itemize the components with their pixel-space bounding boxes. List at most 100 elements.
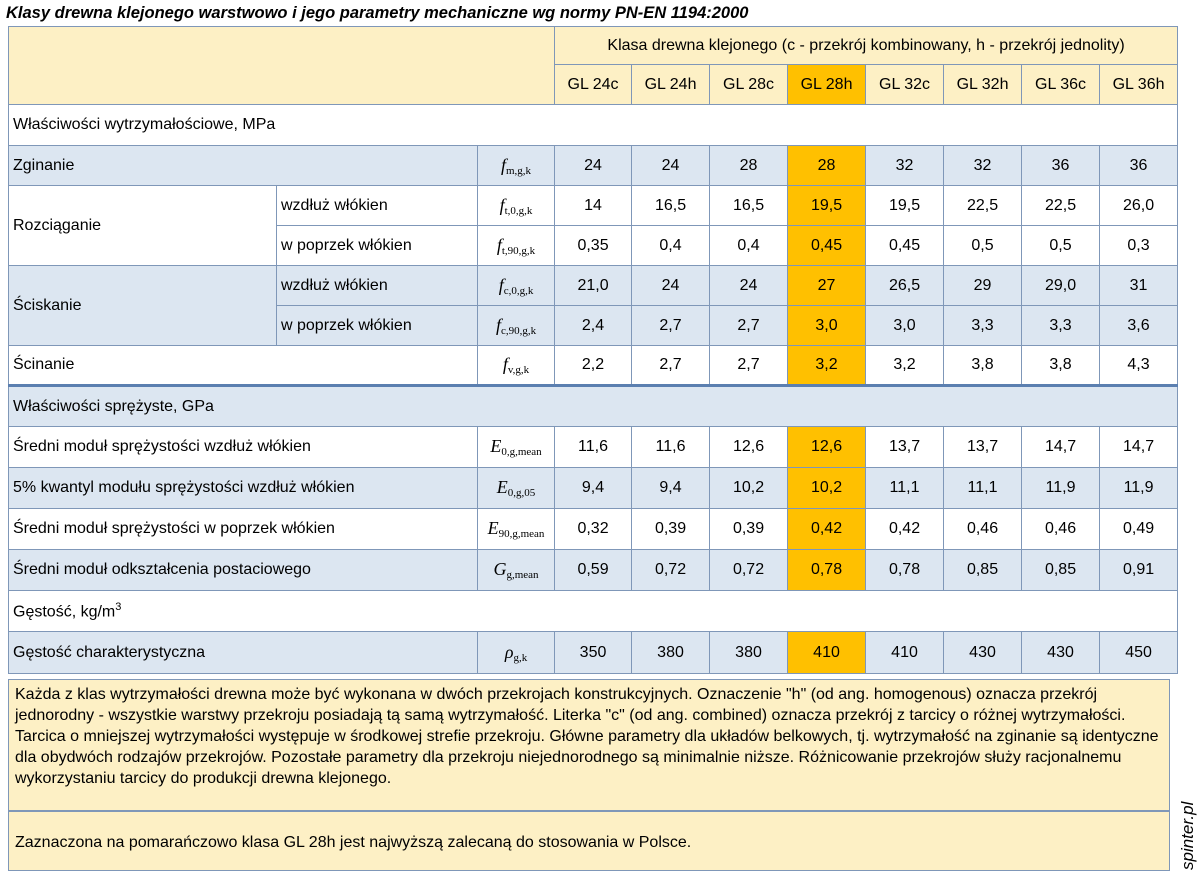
value-cell: 0,4 xyxy=(709,225,789,266)
row-symbol: fc,90,g,k xyxy=(476,305,556,346)
value-cell: 0,72 xyxy=(709,549,789,591)
class-header: GL 32c xyxy=(865,64,945,105)
section-strength: Właściwości wytrzymałościowe, MPa xyxy=(7,104,1179,146)
value-cell-highlighted: 0,42 xyxy=(787,508,867,550)
timber-class-table: Klasa drewna klejonego (c - przekrój kom… xyxy=(7,26,1179,674)
value-cell: 28 xyxy=(709,145,789,186)
section-elastic: Właściwości sprężyste, GPa xyxy=(7,384,1179,427)
value-cell: 16,5 xyxy=(631,185,711,226)
value-cell: 430 xyxy=(943,631,1023,674)
value-cell: 0,3 xyxy=(1099,225,1179,266)
row-label: Ścinanie xyxy=(8,345,478,386)
row-group-label: Ściskanie xyxy=(8,265,277,346)
value-cell: 14,7 xyxy=(1099,426,1179,468)
value-cell: 2,7 xyxy=(709,305,789,346)
value-cell-highlighted: 0,78 xyxy=(787,549,867,591)
value-cell: 11,6 xyxy=(631,426,711,468)
note-highlight: Zaznaczona na pomarańczowo klasa GL 28h … xyxy=(8,811,1170,871)
table-row: Ścinanie fv,g,k 2,2 2,7 2,7 3,2 3,2 3,8 3,8 4,3 xyxy=(8,345,1179,386)
value-cell: 10,2 xyxy=(709,467,789,509)
row-symbol: ρg,k xyxy=(476,631,556,674)
value-cell: 11,6 xyxy=(554,426,633,468)
value-cell: 22,5 xyxy=(1021,185,1101,226)
value-cell-highlighted: 19,5 xyxy=(787,185,867,226)
row-symbol: Gg,mean xyxy=(476,549,556,591)
value-cell: 24 xyxy=(709,265,789,306)
value-cell-highlighted: 410 xyxy=(787,631,867,674)
value-cell-highlighted: 12,6 xyxy=(787,426,867,468)
value-cell-highlighted: 3,0 xyxy=(787,305,867,346)
value-cell: 0,72 xyxy=(631,549,711,591)
row-label: Średni moduł odkształcenia postaciowego xyxy=(8,549,478,591)
value-cell: 26,0 xyxy=(1099,185,1179,226)
row-symbol: fm,g,k xyxy=(476,145,556,186)
section-density: Gęstość, kg/m3 xyxy=(7,590,1179,632)
value-cell: 0,39 xyxy=(709,508,789,550)
table-row: 5% kwantyl modułu sprężystości wzdłuż wł… xyxy=(8,467,1179,509)
value-cell: 0,85 xyxy=(1021,549,1101,591)
value-cell: 14,7 xyxy=(1021,426,1101,468)
row-symbol: fc,0,g,k xyxy=(476,265,556,306)
value-cell: 2,7 xyxy=(631,305,711,346)
value-cell: 11,9 xyxy=(1099,467,1179,509)
value-cell: 14 xyxy=(554,185,633,226)
value-cell: 0,4 xyxy=(631,225,711,266)
value-cell: 0,45 xyxy=(865,225,945,266)
value-cell: 0,91 xyxy=(1099,549,1179,591)
value-cell: 13,7 xyxy=(943,426,1023,468)
value-cell: 3,0 xyxy=(865,305,945,346)
value-cell-highlighted: 27 xyxy=(787,265,867,306)
value-cell: 0,5 xyxy=(943,225,1023,266)
value-cell: 36 xyxy=(1099,145,1179,186)
value-cell: 0,32 xyxy=(554,508,633,550)
row-sublabel: wzdłuż włókien xyxy=(276,265,478,306)
table-row: Zginanie fm,g,k 24 24 28 28 32 32 36 36 xyxy=(8,145,1179,186)
value-cell: 3,8 xyxy=(943,345,1023,386)
row-label: Zginanie xyxy=(8,145,478,186)
value-cell: 410 xyxy=(865,631,945,674)
value-cell: 24 xyxy=(631,145,711,186)
row-label: Średni moduł sprężystości w poprzek włók… xyxy=(8,508,478,550)
value-cell: 380 xyxy=(709,631,789,674)
row-label: 5% kwantyl modułu sprężystości wzdłuż wł… xyxy=(8,467,478,509)
value-cell: 0,85 xyxy=(943,549,1023,591)
value-cell: 22,5 xyxy=(943,185,1023,226)
row-symbol: E0,g,mean xyxy=(476,426,556,468)
class-group-label: Klasa drewna klejonego (c - przekrój kom… xyxy=(554,26,1179,65)
value-cell: 0,59 xyxy=(554,549,633,591)
value-cell: 0,42 xyxy=(865,508,945,550)
value-cell: 0,35 xyxy=(554,225,633,266)
value-cell: 9,4 xyxy=(631,467,711,509)
value-cell: 0,49 xyxy=(1099,508,1179,550)
row-symbol: E0,g,05 xyxy=(476,467,556,509)
value-cell: 16,5 xyxy=(709,185,789,226)
value-cell: 26,5 xyxy=(865,265,945,306)
value-cell: 3,2 xyxy=(865,345,945,386)
value-cell: 450 xyxy=(1099,631,1179,674)
row-symbol: fv,g,k xyxy=(476,345,556,386)
value-cell: 11,1 xyxy=(943,467,1023,509)
value-cell: 19,5 xyxy=(865,185,945,226)
value-cell: 2,7 xyxy=(631,345,711,386)
value-cell: 3,8 xyxy=(1021,345,1101,386)
value-cell: 430 xyxy=(1021,631,1101,674)
table-row: w poprzek włókien ft,90,g,k 0,35 0,4 0,4 0,… xyxy=(8,225,1179,266)
page-title: Klasy drewna klejonego warstwowo i jego … xyxy=(6,4,749,22)
table-row: Gęstość charakterystyczna ρg,k 350 380 380… xyxy=(8,631,1179,674)
row-symbol: ft,90,g,k xyxy=(476,225,556,266)
class-header: GL 36h xyxy=(1099,64,1179,105)
value-cell: 2,4 xyxy=(554,305,633,346)
table-row: Średni moduł sprężystości wzdłuż włókien… xyxy=(8,426,1179,468)
value-cell: 350 xyxy=(554,631,633,674)
value-cell: 31 xyxy=(1099,265,1179,306)
class-header: GL 36c xyxy=(1021,64,1101,105)
row-group-label: Rozciąganie xyxy=(8,185,277,266)
value-cell: 12,6 xyxy=(709,426,789,468)
value-cell: 380 xyxy=(631,631,711,674)
table-row: Ściskanie wzdłuż włókien fc,0,g,k 21,0 24… xyxy=(8,265,1179,346)
note-explanation: Każda z klas wytrzymałości drewna może b… xyxy=(8,679,1170,811)
class-header-highlighted: GL 28h xyxy=(787,64,867,105)
table-row: Rozciąganie wzdłuż włókien ft,0,g,k 14 16… xyxy=(8,185,1179,266)
value-cell-highlighted: 3,2 xyxy=(787,345,867,386)
table-row: Średni moduł sprężystości w poprzek włók… xyxy=(8,508,1179,550)
